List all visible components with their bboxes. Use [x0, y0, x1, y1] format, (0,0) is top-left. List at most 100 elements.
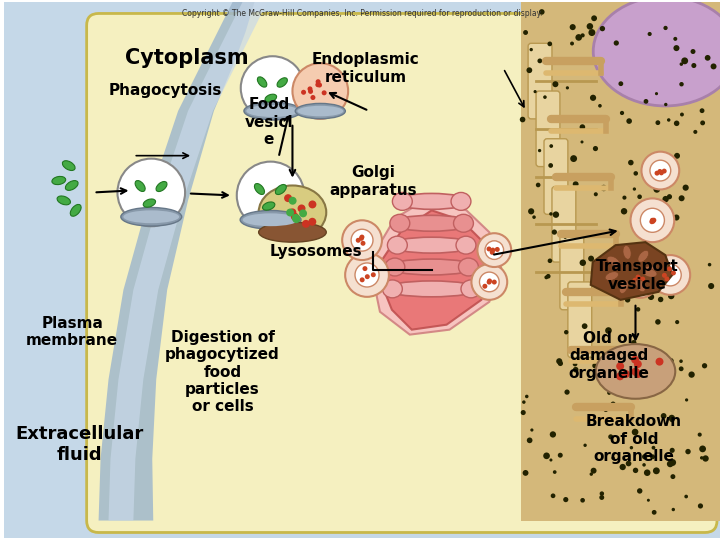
Circle shape [558, 453, 563, 458]
Circle shape [563, 497, 568, 502]
Circle shape [637, 276, 642, 281]
Circle shape [527, 437, 533, 443]
Circle shape [520, 117, 526, 123]
Circle shape [543, 453, 550, 459]
Circle shape [308, 200, 316, 208]
Circle shape [607, 391, 611, 395]
Ellipse shape [246, 105, 299, 117]
Circle shape [620, 111, 624, 115]
Ellipse shape [643, 269, 657, 277]
Circle shape [590, 94, 596, 101]
Circle shape [703, 455, 708, 462]
FancyBboxPatch shape [86, 14, 717, 532]
FancyBboxPatch shape [568, 282, 592, 357]
Circle shape [669, 176, 673, 180]
Circle shape [630, 446, 633, 449]
Circle shape [699, 446, 706, 453]
Circle shape [356, 238, 361, 243]
Circle shape [593, 363, 598, 368]
Ellipse shape [156, 181, 167, 192]
Circle shape [698, 503, 703, 509]
Circle shape [685, 449, 690, 454]
Circle shape [649, 219, 654, 224]
Circle shape [322, 90, 327, 96]
Ellipse shape [387, 236, 408, 254]
Circle shape [637, 194, 642, 199]
Circle shape [671, 271, 676, 275]
FancyBboxPatch shape [552, 186, 576, 262]
Circle shape [365, 274, 370, 279]
Circle shape [600, 185, 607, 191]
Circle shape [317, 83, 322, 87]
Circle shape [675, 320, 679, 324]
Circle shape [574, 347, 577, 351]
Circle shape [611, 381, 615, 386]
FancyBboxPatch shape [4, 2, 720, 538]
Circle shape [351, 230, 373, 251]
Circle shape [654, 357, 660, 363]
Polygon shape [521, 2, 720, 521]
Circle shape [595, 363, 600, 368]
Circle shape [628, 160, 634, 165]
Circle shape [680, 63, 683, 66]
Circle shape [573, 367, 578, 373]
Ellipse shape [395, 193, 469, 210]
Ellipse shape [461, 280, 481, 298]
Circle shape [315, 79, 320, 84]
Circle shape [652, 510, 657, 515]
Circle shape [528, 208, 534, 214]
Ellipse shape [257, 77, 267, 87]
Circle shape [594, 192, 598, 196]
Ellipse shape [258, 185, 326, 239]
Circle shape [670, 417, 675, 422]
Circle shape [611, 456, 615, 460]
Circle shape [608, 434, 613, 439]
Circle shape [539, 9, 544, 15]
Ellipse shape [254, 184, 264, 194]
Ellipse shape [644, 266, 657, 274]
Circle shape [593, 146, 598, 151]
Ellipse shape [63, 161, 75, 171]
Circle shape [549, 458, 552, 462]
Circle shape [551, 494, 555, 498]
Circle shape [549, 144, 553, 148]
Circle shape [631, 356, 639, 363]
Circle shape [621, 294, 624, 298]
Circle shape [631, 270, 650, 290]
Circle shape [117, 159, 185, 226]
Circle shape [566, 86, 569, 90]
Ellipse shape [636, 279, 645, 292]
Circle shape [691, 63, 696, 68]
Circle shape [552, 230, 557, 235]
FancyBboxPatch shape [4, 2, 720, 538]
Circle shape [523, 30, 528, 35]
Circle shape [631, 368, 639, 376]
Circle shape [546, 274, 551, 279]
Circle shape [644, 355, 651, 361]
Circle shape [667, 461, 673, 467]
Circle shape [670, 474, 675, 479]
Circle shape [485, 241, 503, 259]
Ellipse shape [392, 192, 413, 211]
Circle shape [654, 186, 660, 193]
Text: Copyright © The McGraw-Hill Companies, Inc. Permission required for reproduction: Copyright © The McGraw-Hill Companies, I… [182, 10, 542, 18]
Circle shape [631, 198, 674, 242]
Text: Food
vesicl
e: Food vesicl e [245, 97, 293, 147]
Circle shape [668, 293, 675, 299]
Circle shape [654, 171, 660, 176]
Text: Plasma
membrane: Plasma membrane [26, 315, 118, 348]
Circle shape [477, 233, 511, 267]
Circle shape [632, 278, 637, 283]
Text: Transport
vesicle: Transport vesicle [596, 259, 679, 292]
Circle shape [302, 220, 310, 228]
Ellipse shape [57, 196, 71, 205]
Circle shape [308, 218, 316, 226]
Circle shape [672, 508, 675, 511]
Circle shape [634, 360, 642, 368]
Circle shape [679, 360, 683, 363]
FancyBboxPatch shape [560, 234, 584, 310]
Circle shape [625, 297, 630, 302]
Circle shape [360, 278, 364, 282]
Circle shape [659, 171, 664, 176]
Circle shape [679, 367, 683, 371]
